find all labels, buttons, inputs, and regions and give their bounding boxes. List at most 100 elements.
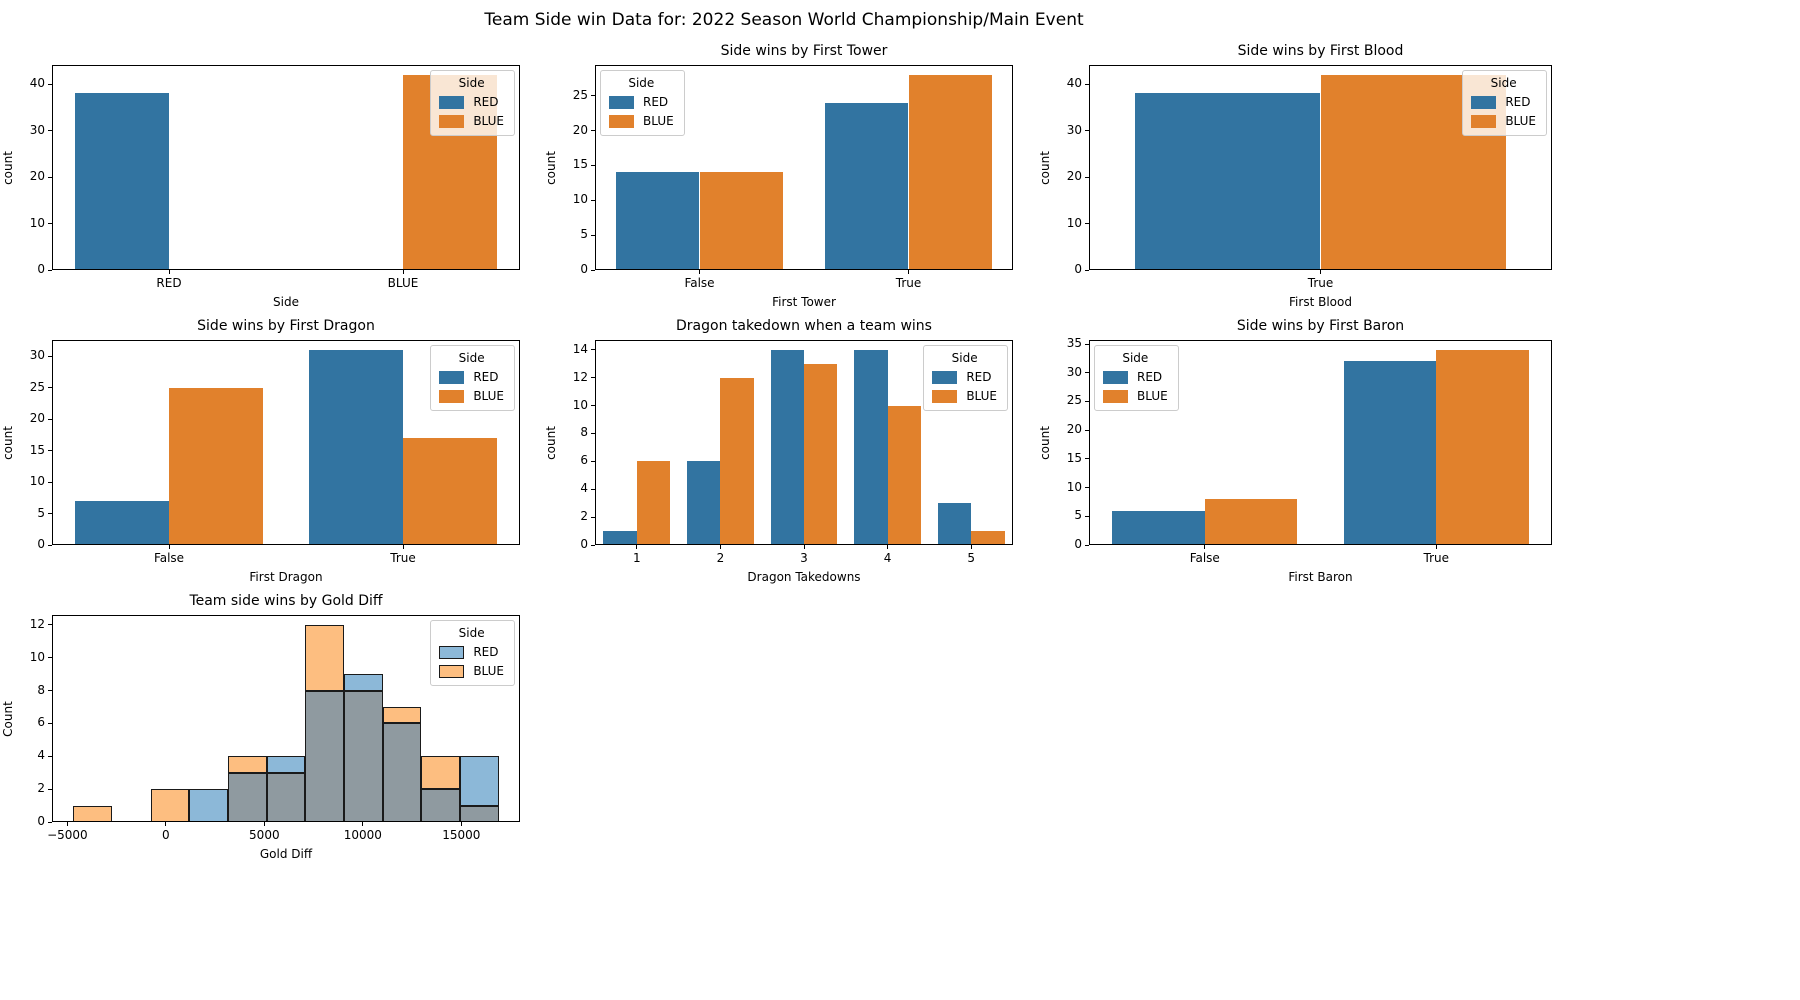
y-tick bbox=[1085, 130, 1089, 132]
legend-item-blue: BLUE bbox=[932, 389, 997, 403]
y-tick-label: 15 bbox=[572, 157, 588, 172]
legend-item-blue: BLUE bbox=[609, 114, 674, 128]
legend-swatch-blue bbox=[609, 114, 634, 128]
y-tick-label: 8 bbox=[580, 425, 588, 440]
bar-red-True bbox=[1135, 93, 1321, 270]
legend-item-blue: BLUE bbox=[1471, 114, 1536, 128]
hist-bin-blue bbox=[227, 756, 267, 773]
legend-label: RED bbox=[966, 370, 992, 384]
hist-bin-blue bbox=[382, 707, 422, 724]
y-tick-label: 5 bbox=[37, 505, 45, 520]
y-tick-label: 0 bbox=[37, 262, 45, 276]
subplot-title: Team side wins by Gold Diff bbox=[189, 593, 383, 609]
legend-title: Side bbox=[1122, 351, 1149, 365]
y-tick bbox=[1085, 269, 1089, 271]
hist-bin-overlap bbox=[421, 789, 461, 822]
y-tick-label: 10 bbox=[572, 397, 588, 412]
legend-swatch-blue bbox=[1471, 114, 1497, 128]
legend-swatch-red bbox=[439, 95, 465, 109]
legend-label: BLUE bbox=[473, 114, 504, 128]
legend-title: Side bbox=[458, 76, 485, 90]
legend-swatch-red bbox=[609, 95, 634, 109]
subplot-1: count Side 0 10 20 30 40 RED BLUE Side RED BLUE bbox=[1, 65, 520, 309]
y-tick-label: 0 bbox=[580, 262, 588, 276]
x-tick-label: RED bbox=[156, 276, 182, 290]
hist-bin-overlap bbox=[305, 690, 344, 822]
x-tick-label: 4 bbox=[883, 551, 892, 565]
x-tick bbox=[1435, 545, 1437, 549]
y-tick bbox=[48, 176, 52, 178]
x-tick-label: 0 bbox=[162, 828, 170, 842]
x-tick-label: True bbox=[895, 276, 922, 290]
legend-item-blue: BLUE bbox=[439, 664, 504, 678]
legend-label: RED bbox=[1137, 370, 1163, 384]
x-tick bbox=[803, 545, 805, 549]
subplot-3: Side wins by First Blood count First Blood… bbox=[1038, 43, 1552, 309]
y-tick bbox=[48, 387, 52, 389]
y-tick bbox=[48, 821, 52, 823]
hist-bin-red bbox=[460, 756, 499, 806]
legend: Side RED BLUE bbox=[430, 620, 515, 686]
y-tick-label: 25 bbox=[1066, 393, 1082, 408]
y-tick-label: 10 bbox=[1066, 479, 1082, 494]
legend-item-red: RED bbox=[609, 95, 674, 109]
y-tick-label: 10 bbox=[572, 192, 588, 207]
legend-item-red: RED bbox=[1471, 95, 1536, 109]
x-tick-label: True bbox=[1307, 276, 1334, 290]
y-tick-label: 2 bbox=[37, 781, 45, 796]
bar-blue-5 bbox=[971, 531, 1005, 545]
x-tick-label: True bbox=[390, 551, 416, 565]
bar-red-2 bbox=[686, 461, 721, 545]
y-tick bbox=[591, 130, 595, 132]
y-tick-label: 20 bbox=[572, 122, 588, 137]
y-tick-label: 0 bbox=[1074, 262, 1082, 276]
legend-label: BLUE bbox=[643, 114, 674, 128]
y-tick bbox=[591, 488, 595, 490]
bar-red-5 bbox=[937, 503, 972, 545]
y-tick bbox=[48, 269, 52, 271]
y-axis-label: count bbox=[1038, 150, 1052, 185]
bar-red-False bbox=[1112, 510, 1205, 545]
bar-blue-True bbox=[908, 74, 993, 270]
legend-item-red: RED bbox=[932, 370, 997, 384]
y-tick-label: 10 bbox=[29, 649, 45, 664]
x-tick-label: False bbox=[1189, 551, 1220, 565]
x-tick-label: False bbox=[684, 276, 715, 290]
x-tick bbox=[908, 270, 909, 274]
y-tick bbox=[1085, 83, 1089, 85]
bar-red-True bbox=[824, 102, 909, 270]
y-tick-label: 20 bbox=[29, 411, 45, 426]
bar-blue-4 bbox=[887, 405, 922, 545]
legend-swatch-blue bbox=[439, 114, 465, 128]
bar-blue-2 bbox=[720, 377, 754, 545]
legend-title: Side bbox=[1490, 76, 1517, 90]
legend-swatch-red bbox=[439, 645, 465, 659]
hist-bin-blue bbox=[73, 805, 112, 822]
legend-label: RED bbox=[1505, 95, 1531, 109]
legend: Side RED BLUE bbox=[1094, 345, 1179, 411]
y-tick bbox=[1085, 400, 1089, 402]
y-tick-label: 12 bbox=[29, 616, 45, 631]
y-tick bbox=[591, 234, 595, 236]
hist-bin-red bbox=[189, 789, 228, 822]
x-tick-label: True bbox=[1423, 551, 1450, 565]
y-tick-label: 20 bbox=[29, 169, 45, 184]
y-tick bbox=[48, 657, 52, 659]
hist-bin-red bbox=[266, 756, 306, 773]
legend-swatch-blue bbox=[439, 389, 465, 403]
y-tick bbox=[48, 513, 52, 514]
y-tick-label: 6 bbox=[37, 715, 45, 730]
subplot-6: Side wins by First Baron count First Baron… bbox=[1038, 318, 1552, 584]
y-tick-label: 35 bbox=[1066, 336, 1082, 351]
x-tick bbox=[719, 545, 721, 549]
y-tick bbox=[48, 544, 52, 546]
x-tick bbox=[165, 822, 167, 826]
hist-bin-red bbox=[344, 674, 383, 691]
y-tick bbox=[48, 755, 52, 757]
legend-title: Side bbox=[628, 76, 655, 90]
y-tick bbox=[1085, 343, 1089, 345]
hist-bin-overlap bbox=[382, 723, 422, 822]
bar-blue-True bbox=[403, 437, 497, 545]
bar-red-1 bbox=[603, 531, 637, 545]
